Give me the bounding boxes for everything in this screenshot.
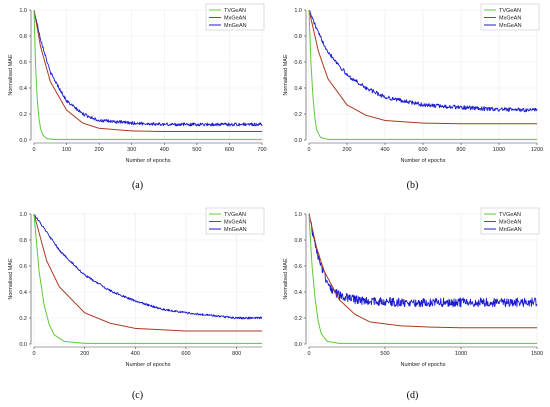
x-tick-label: 1500 <box>531 351 543 357</box>
x-tick-label: 600 <box>225 147 234 153</box>
series-line-tvgean <box>33 9 263 140</box>
x-tick-label: 400 <box>131 351 140 357</box>
x-tick-label: 200 <box>342 147 351 153</box>
line-chart-b: 0 200 400 600 800 1000 1200 0.0 0.2 0.4 0.6 0.8 1.0 N… <box>283 3 543 164</box>
y-axis-label: Normalised MAE <box>283 54 289 96</box>
x-tick-label: 100 <box>62 147 71 153</box>
y-tick-label: 0.2 <box>294 316 302 322</box>
legend-label: TVGeAN <box>499 212 521 218</box>
legend-label: MnGeAN <box>499 23 522 29</box>
x-tick-label: 200 <box>95 147 104 153</box>
y-tick-label: 0.8 <box>19 34 27 40</box>
y-tick-label: 0.0 <box>19 342 27 348</box>
x-tick-label: 0 <box>32 351 35 357</box>
y-tick-label: 0.0 <box>19 138 27 144</box>
panel-caption: (a) <box>131 180 144 191</box>
series-line-mxgean <box>308 9 538 125</box>
y-tick-label: 0.8 <box>19 238 27 244</box>
y-tick-label: 0.2 <box>19 316 27 322</box>
series-line-tvgean <box>33 213 263 344</box>
x-tick-label: 0 <box>307 351 310 357</box>
legend-label: MxGeAN <box>499 220 521 226</box>
series-line-mxgean <box>308 213 538 329</box>
x-tick-label: 0 <box>307 147 310 153</box>
x-tick-label: 200 <box>80 351 89 357</box>
y-tick-label: 0.0 <box>294 138 302 144</box>
legend-label: MxGeAN <box>224 220 246 226</box>
x-axis-label: Number of epochs <box>126 158 171 164</box>
y-tick-label: 0.4 <box>19 290 27 296</box>
y-tick-label: 1.0 <box>294 212 302 218</box>
x-tick-label: 400 <box>160 147 169 153</box>
series-line-tvgean <box>308 9 538 140</box>
x-tick-label: 1000 <box>493 147 505 153</box>
y-tick-label: 0.6 <box>294 60 302 66</box>
series-line-mngean <box>309 213 538 308</box>
line-chart-d: 0 500 1000 1500 0.0 0.2 0.4 0.6 0.8 1.0 Number of … <box>283 207 543 368</box>
y-tick-label: 0.6 <box>19 264 27 270</box>
legend-label: MxGeAN <box>224 16 246 22</box>
x-tick-label: 0 <box>32 147 35 153</box>
x-axis-label: Number of epochs <box>401 362 446 368</box>
legend-label: MnGeAN <box>224 227 247 233</box>
y-tick-label: 0.4 <box>19 86 27 92</box>
x-tick-label: 700 <box>257 147 266 153</box>
panel-caption: (b) <box>406 180 419 191</box>
x-axis-label: Number of epochs <box>126 362 171 368</box>
y-axis-label: Normalised MAE <box>8 258 14 300</box>
y-tick-label: 0.8 <box>294 34 302 40</box>
legend-label: MxGeAN <box>499 16 521 22</box>
x-axis-label: Number of epochs <box>401 158 446 164</box>
panel-caption: (c) <box>131 390 144 401</box>
x-tick-label: 400 <box>380 147 389 153</box>
y-tick-label: 1.0 <box>19 212 27 218</box>
legend-label: MnGeAN <box>499 227 522 233</box>
y-tick-label: 0.6 <box>294 264 302 270</box>
line-chart-c: 0 200 400 600 800 0.0 0.2 0.4 0.6 0.8 1.0 Number of… <box>8 207 265 368</box>
series-line-tvgean <box>308 213 538 344</box>
y-tick-label: 0.0 <box>294 342 302 348</box>
panel-caption: (d) <box>406 390 419 401</box>
series-line-mngean <box>33 214 263 320</box>
legend-label: TVGeAN <box>224 8 246 14</box>
chart-panel-b: 0 200 400 600 800 1000 1200 0.0 0.2 0.4 0.6 0.8 1.0 N… <box>275 0 550 204</box>
line-chart-a: 0 100 200 300 400 500 600 700 0.0 0.2 0.4 0.6 0.8 1.0… <box>8 3 267 164</box>
y-tick-label: 0.4 <box>294 290 302 296</box>
x-tick-label: 1200 <box>531 147 543 153</box>
legend-label: MnGeAN <box>224 23 247 29</box>
series-line-mxgean <box>33 213 263 332</box>
y-tick-label: 0.2 <box>19 112 27 118</box>
x-tick-label: 300 <box>127 147 136 153</box>
series-line-mngean <box>308 10 538 113</box>
y-axis-label: Normalised MAE <box>8 54 14 96</box>
x-tick-label: 1000 <box>455 351 467 357</box>
x-tick-label: 500 <box>192 147 201 153</box>
chart-panel-c: 0 200 400 600 800 0.0 0.2 0.4 0.6 0.8 1.0 Number of… <box>0 204 275 407</box>
chart-panel-a: 0 100 200 300 400 500 600 700 0.0 0.2 0.4 0.6 0.8 1.0… <box>0 0 275 204</box>
y-tick-label: 0.8 <box>294 238 302 244</box>
y-tick-label: 1.0 <box>19 8 27 14</box>
legend-label: TVGeAN <box>499 8 521 14</box>
y-axis-label: Normalised MAE <box>283 258 289 300</box>
series-line-mngean <box>33 9 263 127</box>
series-line-mxgean <box>33 9 263 133</box>
y-tick-label: 0.4 <box>294 86 302 92</box>
x-tick-label: 500 <box>380 351 389 357</box>
y-tick-label: 0.2 <box>294 112 302 118</box>
y-tick-label: 0.6 <box>19 60 27 66</box>
legend-label: TVGeAN <box>224 212 246 218</box>
x-tick-label: 800 <box>456 147 465 153</box>
chart-panel-d: 0 500 1000 1500 0.0 0.2 0.4 0.6 0.8 1.0 Number of … <box>275 204 550 407</box>
x-tick-label: 600 <box>181 351 190 357</box>
y-tick-label: 1.0 <box>294 8 302 14</box>
x-tick-label: 600 <box>418 147 427 153</box>
x-tick-label: 800 <box>232 351 241 357</box>
